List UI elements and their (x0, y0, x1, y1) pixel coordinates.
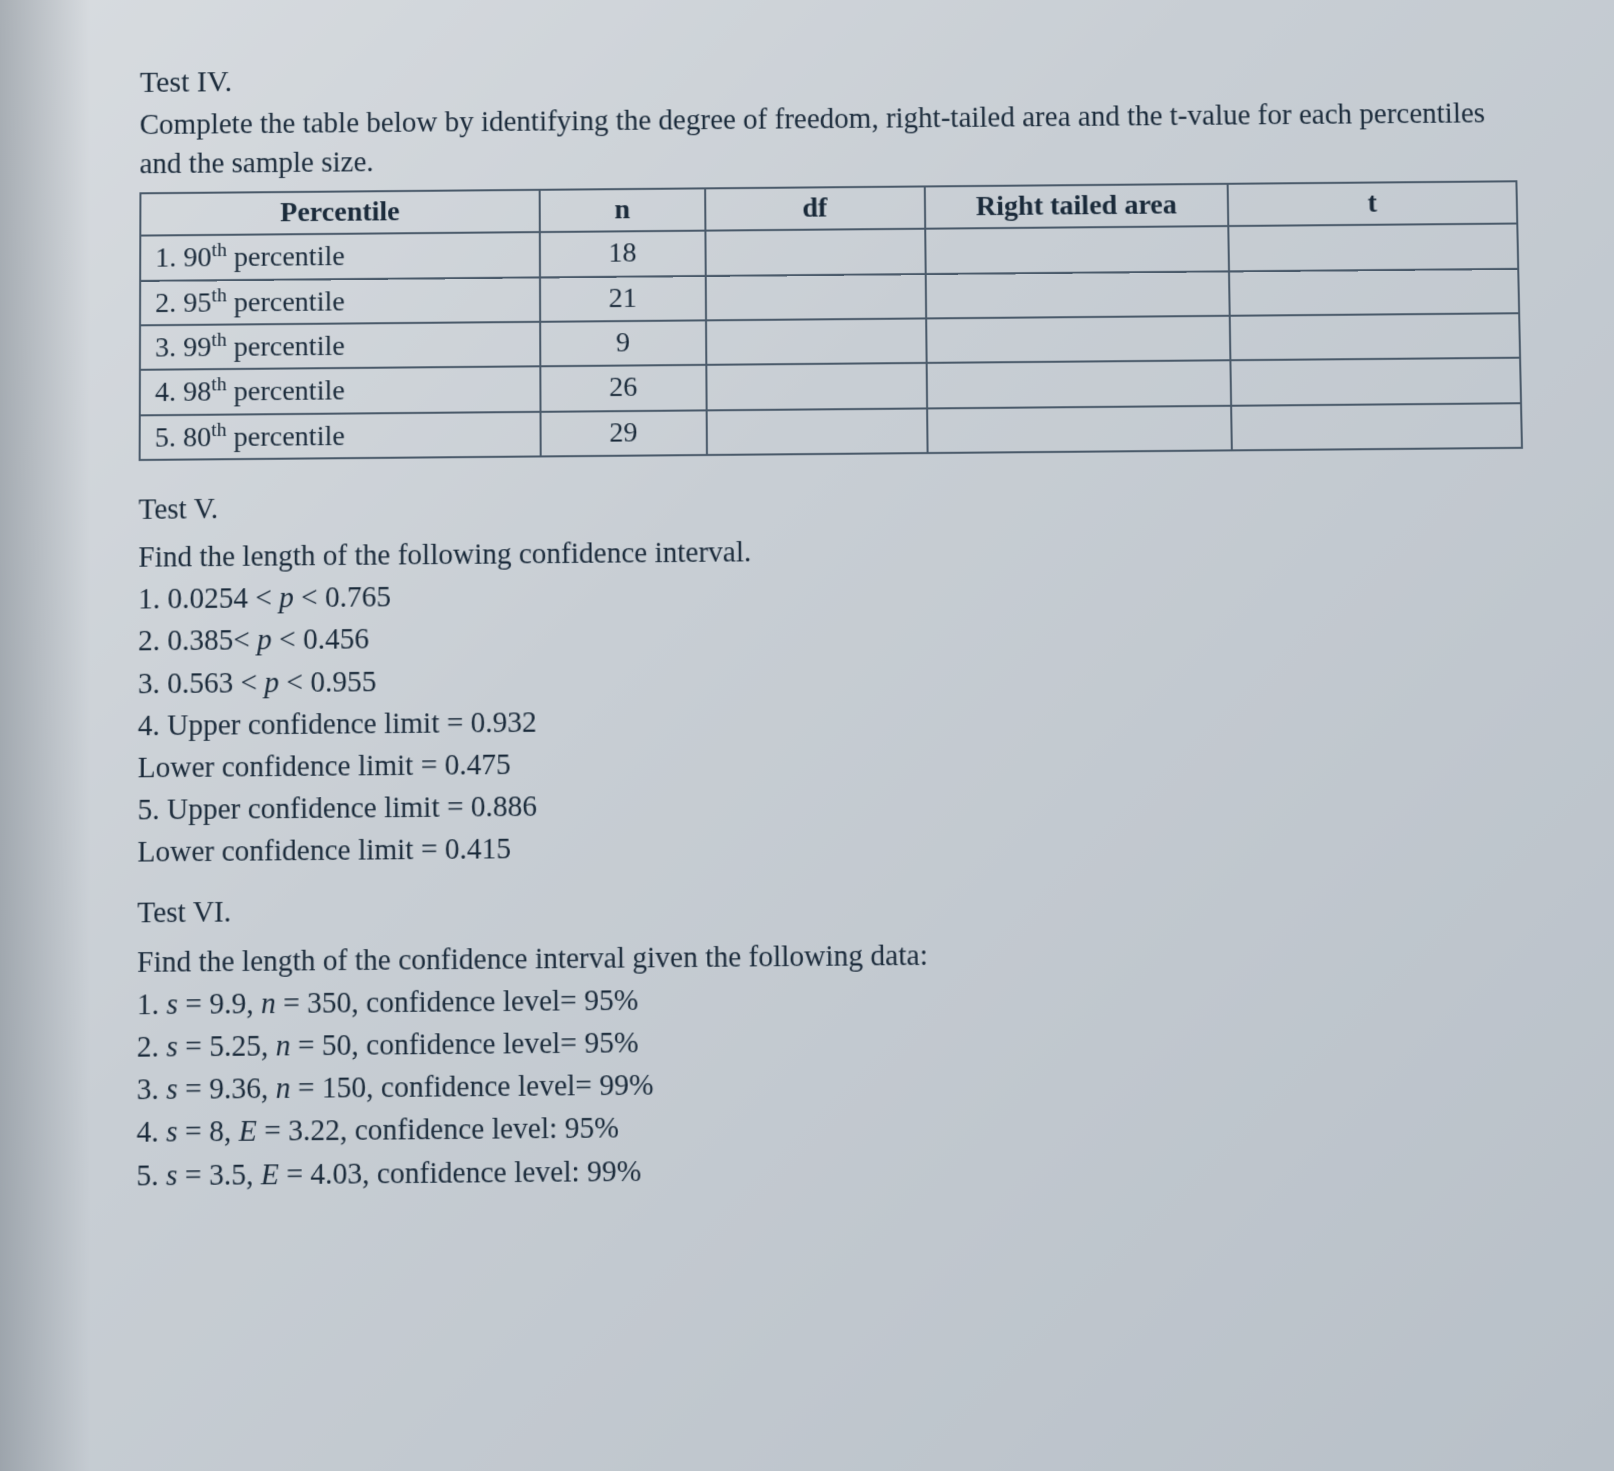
test4-title: Test IV. (140, 54, 1516, 100)
col-percentile: Percentile (140, 190, 539, 236)
col-n: n (540, 189, 705, 233)
test4-instruction: Complete the table below by identifying … (139, 94, 1517, 185)
test5-title: Test V. (138, 477, 1524, 531)
table-body: 1. 90th percentile182. 95th percentile21… (140, 224, 1522, 460)
percentile-cell: 1. 90th percentile (140, 232, 540, 280)
test6-title: Test VI. (137, 881, 1533, 936)
document-page: Test IV. Complete the table below by ide… (54, 13, 1600, 1240)
n-cell: 26 (540, 365, 706, 411)
test6-section: Test VI. Find the length of the confiden… (136, 881, 1538, 1198)
percentile-cell: 3. 99th percentile (140, 322, 540, 370)
test4-section: Test IV. Complete the table below by ide… (139, 54, 1523, 461)
percentile-cell: 5. 80th percentile (140, 411, 541, 459)
n-cell: 9 (540, 320, 706, 366)
test5-section: Test V. Find the length of the following… (137, 477, 1531, 874)
col-df: df (705, 187, 926, 231)
df-cell (706, 318, 927, 365)
t-cell (1229, 268, 1519, 315)
t-cell (1230, 313, 1521, 360)
col-right-tailed: Right tailed area (925, 184, 1228, 229)
rt-cell (926, 271, 1230, 318)
percentile-cell: 4. 98th percentile (140, 367, 541, 415)
test4-table: Percentile n df Right tailed area t 1. 9… (139, 181, 1523, 461)
col-t: t (1227, 182, 1517, 227)
test6-items: 1. s = 9.9, n = 350, confidence level= 9… (136, 972, 1538, 1198)
n-cell: 29 (540, 410, 706, 456)
rt-cell (927, 405, 1232, 453)
t-cell (1228, 224, 1518, 271)
df-cell (705, 229, 926, 276)
t-cell (1230, 358, 1521, 405)
test5-items: 1. 0.0254 < p < 0.7652. 0.385< p < 0.456… (137, 567, 1531, 874)
df-cell (706, 408, 927, 455)
df-cell (706, 363, 927, 410)
n-cell: 21 (540, 276, 706, 322)
rt-cell (925, 226, 1229, 273)
n-cell: 18 (540, 231, 706, 277)
percentile-cell: 2. 95th percentile (140, 277, 540, 325)
rt-cell (926, 316, 1230, 363)
rt-cell (927, 360, 1231, 408)
t-cell (1231, 403, 1522, 450)
df-cell (705, 274, 926, 321)
